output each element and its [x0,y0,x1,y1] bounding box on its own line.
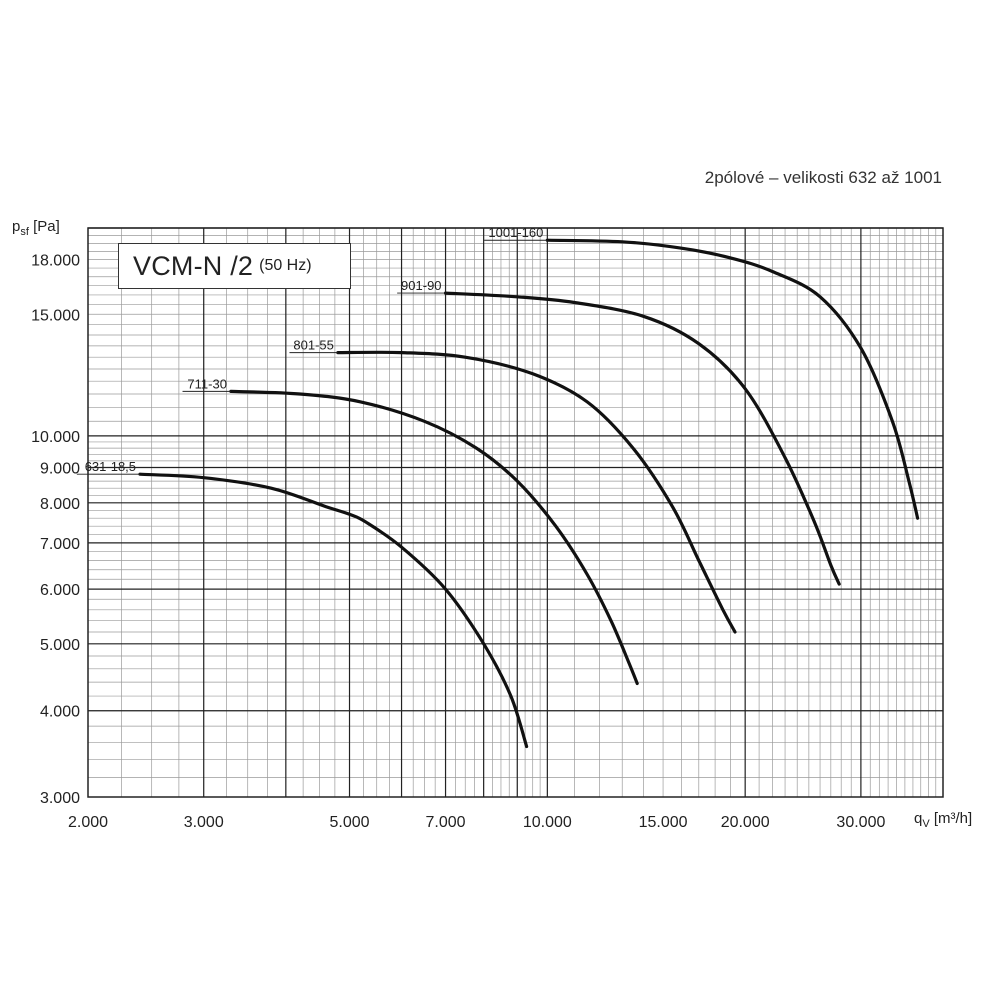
x-axis-label-sub: V [922,818,930,830]
y-axis-label: psf [Pa] [12,218,60,238]
x-axis-label: qV [m³/h] [914,810,972,830]
y-axis-label-sub: sf [20,226,29,238]
curve-711-30 [229,389,639,686]
curve-label-1001-160: 1001-160 [488,225,543,240]
x-tick-label: 30.000 [836,814,885,831]
curve-901-90 [443,291,841,586]
performance-curves [138,238,920,749]
x-tick-label: 3.000 [184,814,224,831]
y-tick-label: 10.000 [31,429,80,446]
y-tick-label: 8.000 [40,496,80,513]
y-tick-label: 3.000 [40,790,80,807]
x-axis-label-main: q [914,810,923,827]
y-tick-label: 18.000 [31,253,80,270]
x-tick-label: 2.000 [68,814,108,831]
chart-title: VCM-N /2 [133,250,254,281]
curve-1001-160 [545,238,920,520]
x-tick-label: 7.000 [426,814,466,831]
x-tick-label: 15.000 [639,814,688,831]
y-axis-label-unit: [Pa] [33,218,60,235]
curve-631-18-5 [138,472,529,749]
y-tick-label: 4.000 [40,704,80,721]
y-tick-label: 9.000 [40,460,80,477]
y-axis-label-main: p [12,218,21,235]
chart-subtitle: 2pólové – velikosti 632 až 1001 [704,168,942,187]
y-tick-label: 15.000 [31,307,80,324]
plot-frame [87,227,944,798]
curve-label-901-90: 901-90 [401,278,441,293]
y-tick-label: 6.000 [40,582,80,599]
curve-label-631-18-5: 631-18,5 [85,459,136,474]
curve-label-801-55: 801-55 [293,338,333,353]
y-tick-label: 5.000 [40,637,80,654]
curve-labels: 631-18,5 711-30 801-55 901-90 1001-160 [76,225,548,475]
x-tick-labels: 2.000 3.000 5.000 7.000 10.000 15.000 20.000 30… [68,814,885,831]
x-axis-label-unit: [m³/h] [933,810,973,827]
x-tick-label: 20.000 [721,814,770,831]
y-tick-labels: 3.000 4.000 5.000 6.000 7.000 8.000 9.000 10.00… [31,253,80,807]
chart-title-frequency: (50 Hz) [259,257,312,274]
curve-label-711-30: 711-30 [187,376,227,391]
chart-title-box: VCM-N /2 (50 Hz) [118,243,351,289]
x-tick-label: 10.000 [523,814,572,831]
y-tick-label: 7.000 [40,536,80,553]
curve-801-55 [336,350,737,634]
x-tick-label: 5.000 [329,814,369,831]
